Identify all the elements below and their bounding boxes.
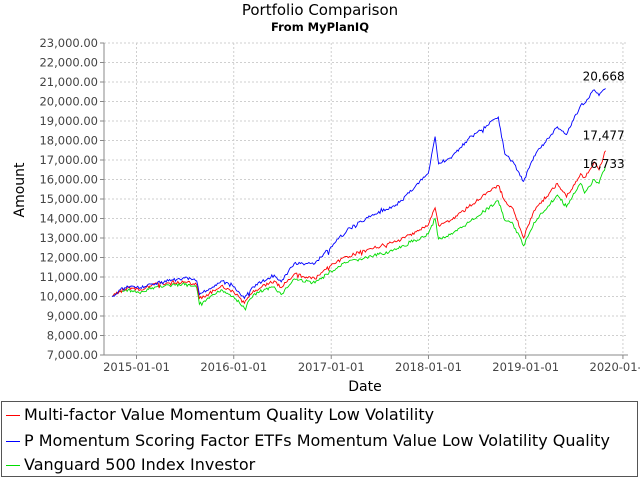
y-tick-label: 10,000.00 bbox=[39, 290, 98, 304]
legend-label: Multi-factor Value Momentum Quality Low … bbox=[24, 405, 435, 424]
x-tick-label: 2018-01-01 bbox=[395, 360, 462, 374]
legend: Multi-factor Value Momentum Quality Low … bbox=[1, 401, 638, 477]
x-tick-label: 2019-01-01 bbox=[492, 360, 559, 374]
x-tick-label: 2017-01-01 bbox=[298, 360, 365, 374]
end-value-labels: 16,733 17,477 20,668 bbox=[583, 69, 625, 171]
x-axis-label: Date bbox=[348, 379, 381, 395]
end-value-label: 17,477 bbox=[583, 129, 625, 143]
y-tick-label: 11,000.00 bbox=[39, 270, 98, 284]
x-axis: 2015-01-01 2016-01-01 2017-01-01 2018-01-01… bbox=[103, 354, 640, 374]
y-tick-label: 20,000.00 bbox=[39, 95, 98, 109]
y-tick-label: 13,000.00 bbox=[39, 231, 98, 245]
legend-swatch bbox=[6, 441, 20, 442]
y-tick-label: 22,000.00 bbox=[39, 56, 98, 70]
y-tick-label: 21,000.00 bbox=[39, 75, 98, 89]
y-tick-label: 23,000.00 bbox=[39, 36, 98, 50]
y-tick-label: 9,000.00 bbox=[47, 309, 98, 323]
x-tick-label: 2016-01-01 bbox=[200, 360, 267, 374]
y-tick-label: 16,000.00 bbox=[39, 173, 98, 187]
series-line bbox=[111, 165, 607, 311]
x-tick-label: 2015-01-01 bbox=[103, 360, 170, 374]
legend-swatch bbox=[6, 465, 20, 466]
end-value-label: 20,668 bbox=[583, 69, 625, 83]
y-tick-label: 15,000.00 bbox=[39, 192, 98, 206]
legend-label: P Momentum Scoring Factor ETFs Momentum … bbox=[24, 431, 610, 450]
y-tick-label: 12,000.00 bbox=[39, 251, 98, 265]
series-lines bbox=[111, 88, 607, 311]
series-line bbox=[111, 88, 606, 300]
y-tick-label: 8,000.00 bbox=[47, 329, 98, 343]
y-tick-label: 17,000.00 bbox=[39, 153, 98, 167]
end-value-label: 16,733 bbox=[583, 157, 625, 171]
legend-label: Vanguard 500 Index Investor bbox=[24, 455, 256, 474]
chart-subtitle: From MyPlanIQ bbox=[271, 20, 369, 34]
y-axis: 7,000.00 8,000.00 9,000.00 10,000.00 11,000.… bbox=[39, 36, 105, 362]
y-axis-label: Amount bbox=[12, 162, 28, 218]
chart-title: Portfolio Comparison bbox=[241, 1, 399, 19]
series-line bbox=[111, 150, 606, 305]
line-chart: 7,000.00 8,000.00 9,000.00 10,000.00 11,000.… bbox=[12, 36, 640, 395]
y-tick-label: 14,000.00 bbox=[39, 212, 98, 226]
legend-swatch bbox=[6, 415, 20, 416]
x-tick-label: 2020-01-01 bbox=[590, 360, 640, 374]
y-tick-label: 19,000.00 bbox=[39, 114, 98, 128]
y-tick-label: 18,000.00 bbox=[39, 134, 98, 148]
y-tick-label: 7,000.00 bbox=[47, 348, 98, 362]
